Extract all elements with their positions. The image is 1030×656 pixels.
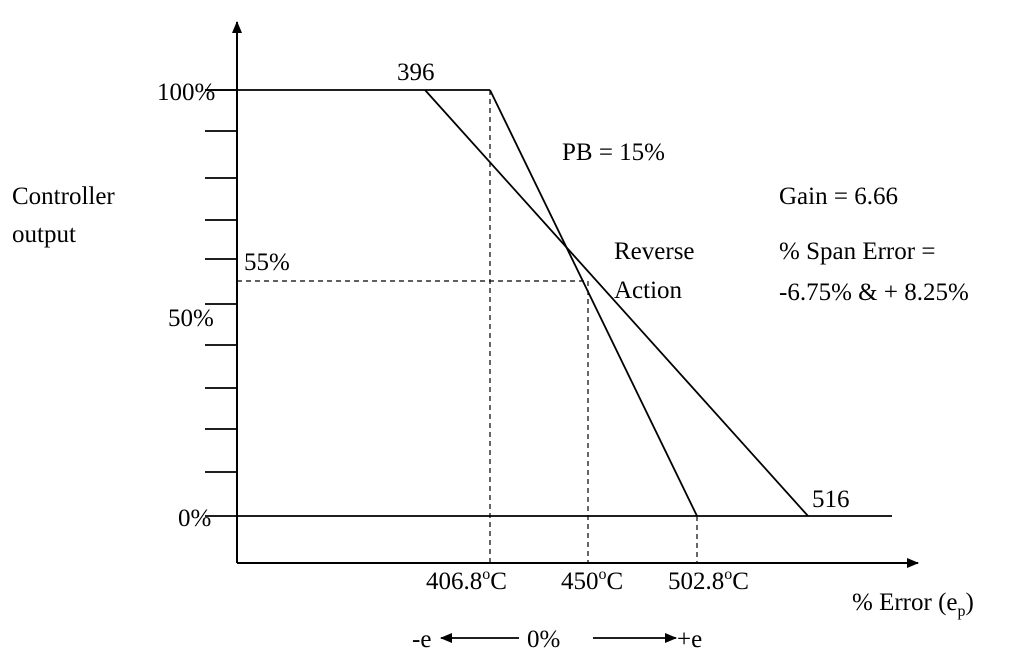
y-label-100: 100% bbox=[157, 79, 215, 106]
y-label-55: 55% bbox=[244, 249, 290, 276]
direction-zero-label: 0% bbox=[527, 626, 560, 653]
y-ticks bbox=[205, 89, 237, 473]
y-axis-title-line1: Controller bbox=[12, 183, 115, 210]
direction-pos-label: +e bbox=[677, 626, 702, 653]
x-label-502: 502.8oC bbox=[668, 566, 749, 595]
point-label-516: 516 bbox=[812, 486, 850, 513]
span-error-line1: % Span Error = bbox=[779, 238, 935, 265]
reverse-action-line1: Reverse bbox=[614, 238, 695, 265]
gain-annotation: Gain = 6.66 bbox=[779, 183, 898, 210]
shallow-line bbox=[424, 89, 809, 517]
pb-annotation: PB = 15% bbox=[562, 139, 665, 166]
y-label-50: 50% bbox=[168, 305, 214, 332]
point-label-396: 396 bbox=[397, 59, 435, 86]
x-axis-title: % Error (ep) bbox=[852, 589, 974, 620]
y-axis-title-line2: output bbox=[12, 221, 76, 248]
x-label-406: 406.8oC bbox=[426, 566, 507, 595]
reverse-action-line2: Action bbox=[614, 277, 683, 304]
steep-line bbox=[489, 89, 698, 517]
direction-neg-label: -e bbox=[412, 626, 431, 653]
y-label-0: 0% bbox=[178, 505, 211, 532]
span-error-line2: -6.75% & + 8.25% bbox=[779, 279, 969, 306]
x-label-450: 450oC bbox=[561, 566, 623, 595]
